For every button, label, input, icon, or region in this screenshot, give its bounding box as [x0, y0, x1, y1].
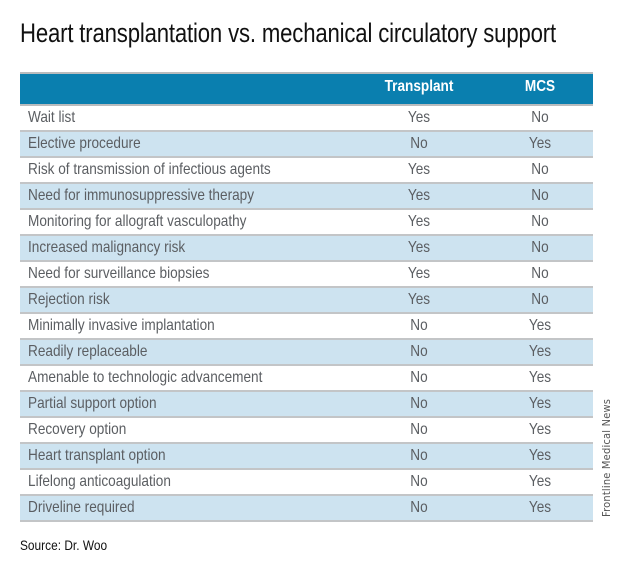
mcs-value: No	[531, 187, 549, 204]
mcs-value: Yes	[528, 135, 552, 152]
credit-line: Frontline Medical News	[600, 398, 613, 517]
mcs-value: Yes	[528, 317, 552, 334]
transplant-value: Yes	[407, 265, 431, 282]
transplant-value: Yes	[407, 291, 431, 308]
row-label: Partial support option	[28, 395, 157, 412]
row-label: Driveline required	[28, 499, 135, 516]
table-row: Risk of transmission of infectious agent…	[20, 158, 593, 184]
transplant-value: No	[410, 343, 428, 360]
mcs-value: No	[531, 213, 549, 230]
row-label: Risk of transmission of infectious agent…	[28, 161, 271, 178]
row-label: Rejection risk	[28, 291, 110, 308]
transplant-value: No	[410, 395, 428, 412]
transplant-value: No	[410, 499, 428, 516]
row-label: Monitoring for allograft vasculopathy	[28, 213, 247, 230]
mcs-value: No	[531, 291, 549, 308]
transplant-value: No	[410, 135, 428, 152]
mcs-value: No	[531, 239, 549, 256]
row-label: Need for immunosuppressive therapy	[28, 187, 255, 204]
table-row: Increased malignancy risk Yes No	[20, 236, 593, 262]
row-label: Lifelong anticoagulation	[28, 473, 171, 490]
table-row: Amenable to technologic advancement No Yes	[20, 366, 593, 392]
mcs-value: Yes	[528, 447, 552, 464]
transplant-value: Yes	[407, 109, 431, 126]
transplant-value: No	[410, 473, 428, 490]
mcs-value: Yes	[528, 499, 552, 516]
transplant-value: Yes	[407, 213, 431, 230]
transplant-value: Yes	[407, 239, 431, 256]
table-header: Transplant MCS	[20, 72, 593, 106]
mcs-value: Yes	[528, 421, 552, 438]
table-row: Recovery option No Yes	[20, 418, 593, 444]
column-header-mcs: MCS	[524, 78, 556, 95]
row-label: Increased malignancy risk	[28, 239, 186, 256]
transplant-value: No	[410, 447, 428, 464]
table-row: Partial support option No Yes	[20, 392, 593, 418]
transplant-value: Yes	[407, 161, 431, 178]
table-row: Wait list Yes No	[20, 106, 593, 132]
table-row: Need for immunosuppressive therapy Yes No	[20, 184, 593, 210]
mcs-value: Yes	[528, 395, 552, 412]
row-label: Minimally invasive implantation	[28, 317, 215, 334]
row-label: Need for surveillance biopsies	[28, 265, 210, 282]
transplant-value: No	[410, 369, 428, 386]
table-row: Need for surveillance biopsies Yes No	[20, 262, 593, 288]
page-title: Heart transplantation vs. mechanical cir…	[20, 18, 556, 48]
table-row: Readily replaceable No Yes	[20, 340, 593, 366]
mcs-value: No	[531, 265, 549, 282]
transplant-value: No	[410, 421, 428, 438]
row-label: Elective procedure	[28, 135, 141, 152]
row-label: Wait list	[28, 109, 76, 126]
row-label: Amenable to technologic advancement	[28, 369, 263, 386]
table-row: Lifelong anticoagulation No Yes	[20, 470, 593, 496]
row-label: Recovery option	[28, 421, 127, 438]
mcs-value: Yes	[528, 473, 552, 490]
transplant-value: Yes	[407, 187, 431, 204]
transplant-value: No	[410, 317, 428, 334]
row-label: Readily replaceable	[28, 343, 148, 360]
table-row: Rejection risk Yes No	[20, 288, 593, 314]
comparison-table: Transplant MCS Wait list Yes No Elective pr…	[20, 72, 593, 522]
mcs-value: Yes	[528, 343, 552, 360]
table-row: Monitoring for allograft vasculopathy Yes…	[20, 210, 593, 236]
table-row: Heart transplant option No Yes	[20, 444, 593, 470]
mcs-value: No	[531, 161, 549, 178]
table-row: Minimally invasive implantation No Yes	[20, 314, 593, 340]
mcs-value: Yes	[528, 369, 552, 386]
column-header-transplant: Transplant	[384, 78, 454, 95]
row-label: Heart transplant option	[28, 447, 166, 464]
table-row: Driveline required No Yes	[20, 496, 593, 522]
table-body: Wait list Yes No Elective procedure No Yes Ris…	[20, 106, 593, 522]
mcs-value: No	[531, 109, 549, 126]
source-note: Source: Dr. Woo	[20, 537, 108, 553]
table-row: Elective procedure No Yes	[20, 132, 593, 158]
